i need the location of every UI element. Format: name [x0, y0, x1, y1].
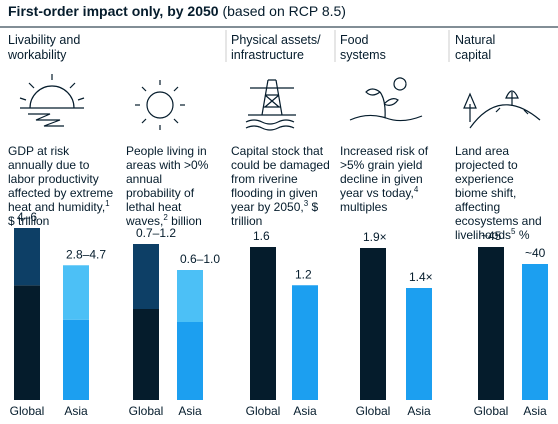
footnote-ref: 3 [303, 199, 309, 208]
section-heading: Natural capital [455, 33, 496, 62]
section-heading: Food systems [340, 33, 386, 62]
bar [250, 247, 276, 400]
description: GDP at risk annually due to labor produc… [8, 144, 116, 228]
icon-landscape [463, 90, 541, 129]
section-heading: Physical assets/ infrastructure [231, 33, 321, 62]
value-label: 2.8–4.7 [66, 247, 106, 261]
description: Land area projected to experience biome … [455, 144, 547, 242]
footnote-ref: 2 [163, 213, 168, 222]
bar-range [177, 270, 203, 322]
description: Capital stock that could be damaged from… [231, 144, 331, 228]
category-label: Global [356, 404, 391, 418]
value-label: 1.4× [409, 270, 433, 284]
bar-low [177, 322, 203, 400]
title-main: First-order impact only, by 2050 [8, 3, 219, 19]
category-label: Asia [64, 404, 88, 418]
bar [360, 248, 386, 400]
category-label: Asia [407, 404, 431, 418]
description: People living in areas with >0% annual p… [126, 144, 218, 228]
description-text: People living in areas with >0% annual p… [126, 144, 209, 228]
category-label: Asia [178, 404, 202, 418]
bar [478, 247, 504, 400]
icon-tower [245, 79, 296, 131]
category-label: Global [474, 404, 509, 418]
unit: % [518, 228, 530, 242]
value-label: 4–6 [17, 210, 37, 224]
icon-sun-heat [19, 74, 85, 127]
unit: multiples [340, 200, 388, 214]
value-label: ~40 [525, 246, 546, 260]
footnote-ref: 1 [105, 199, 110, 208]
value-label: 1.6 [253, 229, 270, 243]
category-label: Asia [293, 404, 317, 418]
unit: $ trillion [231, 200, 319, 228]
bar-low [63, 319, 89, 400]
icon-sun [135, 80, 185, 130]
footnote-ref: 4 [413, 185, 419, 194]
bar-range [63, 265, 89, 320]
value-label: 1.2 [295, 267, 312, 281]
bar [406, 288, 432, 400]
category-label: Global [10, 404, 45, 418]
bar-range [133, 244, 159, 309]
value-label: ~45 [481, 229, 502, 243]
bar-low [14, 285, 40, 400]
bar [522, 264, 548, 400]
footnote-ref: 5 [511, 227, 516, 236]
unit: billion [171, 214, 202, 228]
bar [292, 285, 318, 400]
category-label: Global [129, 404, 164, 418]
title-note: (based on RCP 8.5) [222, 3, 346, 19]
bar-low [133, 309, 159, 400]
unit: $ trillion [8, 214, 50, 228]
description-text: Capital stock that could be damaged from… [231, 144, 330, 214]
description-text: GDP at risk annually due to labor produc… [8, 144, 114, 214]
title: First-order impact only, by 2050 (based … [8, 3, 346, 19]
description-text: Land area projected to experience biome … [455, 144, 542, 242]
value-label: 0.7–1.2 [136, 226, 176, 240]
category-label: Global [246, 404, 281, 418]
icon-plant [349, 77, 423, 122]
value-label: 0.6–1.0 [180, 252, 220, 266]
description-text: Increased risk of >5% grain yield declin… [340, 144, 429, 200]
section-heading: Livability and workability [8, 33, 81, 62]
description: Increased risk of >5% grain yield declin… [340, 144, 436, 214]
value-label: 1.9× [363, 230, 387, 244]
bar-range [14, 228, 40, 286]
category-label: Asia [523, 404, 547, 418]
